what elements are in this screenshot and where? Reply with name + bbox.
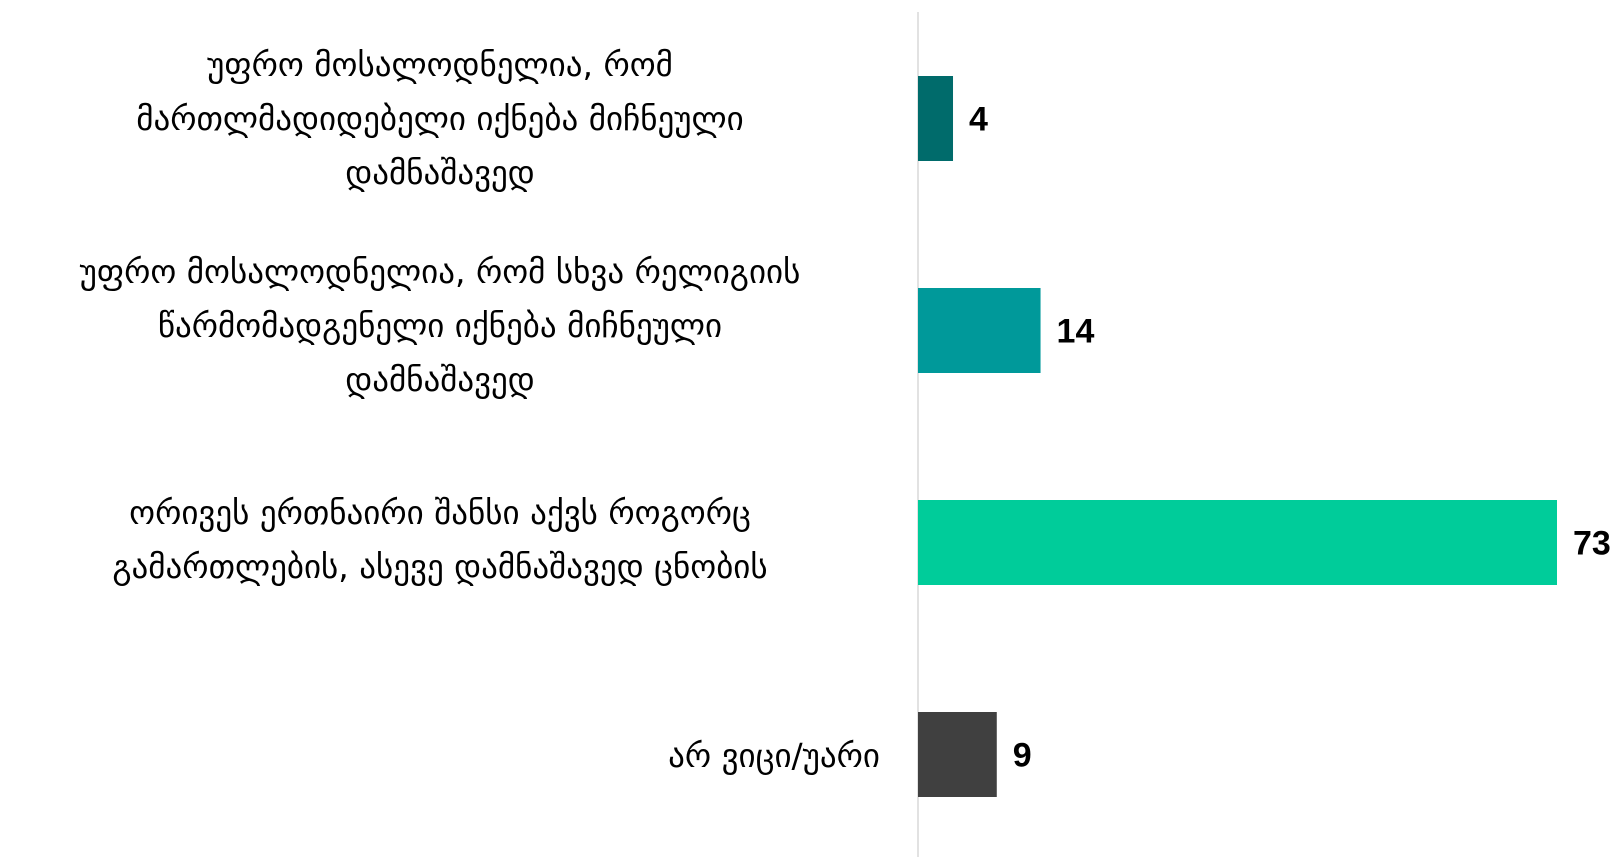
- category-label-line: მართლმადიდებელი იქნება მიჩნეული: [136, 99, 744, 138]
- category-label-line: უფრო მოსალოდნელია, რომ სხვა რელიგიის: [79, 252, 801, 291]
- category-label-line: გამართლების, ასევე დამნაშავედ ცნობის: [112, 547, 768, 586]
- category-label-line: წარმომადგენელი იქნება მიჩნეული: [157, 306, 723, 345]
- category-label-equal-chance: ორივეს ერთნაირი შანსი აქვს როგორც გამართ…: [0, 486, 880, 594]
- category-label-line: არ ვიცი/უარი: [668, 736, 880, 775]
- value-label: 73: [1573, 525, 1611, 563]
- category-label-line: ორივეს ერთნაირი შანსი აქვს როგორც: [129, 493, 751, 532]
- category-label-line: დამნაშავედ: [345, 360, 535, 399]
- category-label-other-religion-guilty: უფრო მოსალოდნელია, რომ სხვა რელიგიის წარ…: [0, 245, 880, 407]
- category-label-orthodox-guilty: უფრო მოსალოდნელია, რომ მართლმადიდებელი ი…: [0, 38, 880, 200]
- bar-other-religion-guilty: [918, 288, 1041, 373]
- category-label-dont-know: არ ვიცი/უარი: [0, 729, 880, 783]
- value-label: 4: [969, 101, 988, 139]
- bar-equal-chance: [918, 500, 1557, 585]
- bar-orthodox-guilty: [918, 76, 954, 161]
- value-label: 9: [1013, 737, 1032, 775]
- bar-dont-know: [918, 712, 997, 797]
- value-label: 14: [1057, 313, 1095, 351]
- category-label-line: უფრო მოსალოდნელია, რომ: [207, 45, 673, 84]
- category-label-line: დამნაშავედ: [345, 153, 535, 192]
